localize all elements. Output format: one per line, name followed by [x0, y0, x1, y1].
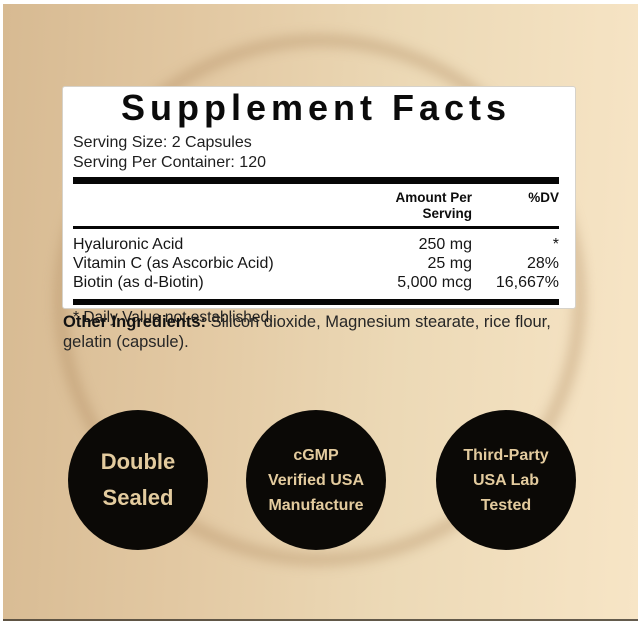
- header-dv: %DV: [528, 190, 559, 205]
- header-amount-per-serving: Amount Per Serving: [395, 190, 472, 221]
- badge-line: USA Lab: [472, 471, 540, 489]
- daily-value-footnote: * Daily Value not established.: [73, 309, 274, 326]
- table-header: Amount Per Serving %DV: [73, 184, 559, 226]
- decorative-ring: [55, 35, 585, 565]
- table-row: Biotin (as d-Biotin) 5,000 mcg 16,667%: [73, 273, 559, 292]
- badge-double-sealed: Double Sealed: [68, 410, 208, 550]
- divider-thick-bottom: [73, 299, 559, 305]
- other-ingredients-text: Silicon dioxide, Magnesium stearate, ric…: [63, 313, 551, 351]
- nutrient-amount: 250 mg: [418, 236, 472, 253]
- other-ingredients: Other Ingredients: Silicon dioxide, Magn…: [63, 312, 579, 352]
- nutrient-name: Hyaluronic Acid: [73, 236, 184, 253]
- badge-line: cGMP: [293, 446, 339, 464]
- badge-line: Manufacture: [268, 496, 364, 514]
- nutrient-dv: *: [552, 236, 559, 253]
- serving-size: Serving Size: 2 Capsules: [73, 134, 252, 151]
- nutrient-name: Vitamin C (as Ascorbic Acid): [73, 255, 274, 272]
- table-row: Hyaluronic Acid 250 mg *: [73, 235, 559, 254]
- badge-line: Tested: [480, 496, 532, 514]
- divider-thick-top: [73, 177, 559, 184]
- badge-line: Sealed: [102, 485, 174, 510]
- header-spacer: [73, 190, 352, 222]
- nutrient-amount: 25 mg: [427, 255, 472, 272]
- nutrient-amount: 5,000 mcg: [397, 274, 472, 291]
- panel-title: Supplement Facts: [120, 87, 512, 128]
- nutrient-dv: 16,667%: [495, 274, 559, 291]
- divider-thin: [73, 226, 559, 229]
- badge-line: Verified USA: [267, 471, 365, 489]
- table-row: Vitamin C (as Ascorbic Acid) 25 mg 28%: [73, 254, 559, 273]
- badge-cgmp-verified: cGMP Verified USA Manufacture: [246, 410, 386, 550]
- nutrient-dv: 28%: [526, 255, 559, 272]
- supplement-facts-panel: Supplement Facts Serving Size: 2 Capsule…: [62, 86, 576, 326]
- nutrient-name: Biotin (as d-Biotin): [73, 274, 204, 291]
- other-ingredients-label: Other Ingredients:: [63, 313, 207, 331]
- serving-per-container: Serving Per Container: 120: [73, 153, 266, 171]
- badge-third-party-tested: Third-Party USA Lab Tested: [436, 410, 576, 550]
- nutrient-table: Hyaluronic Acid 250 mg * Vitamin C (as A…: [73, 229, 559, 299]
- badge-line: Double: [100, 449, 176, 474]
- badge-line: Third-Party: [463, 446, 549, 464]
